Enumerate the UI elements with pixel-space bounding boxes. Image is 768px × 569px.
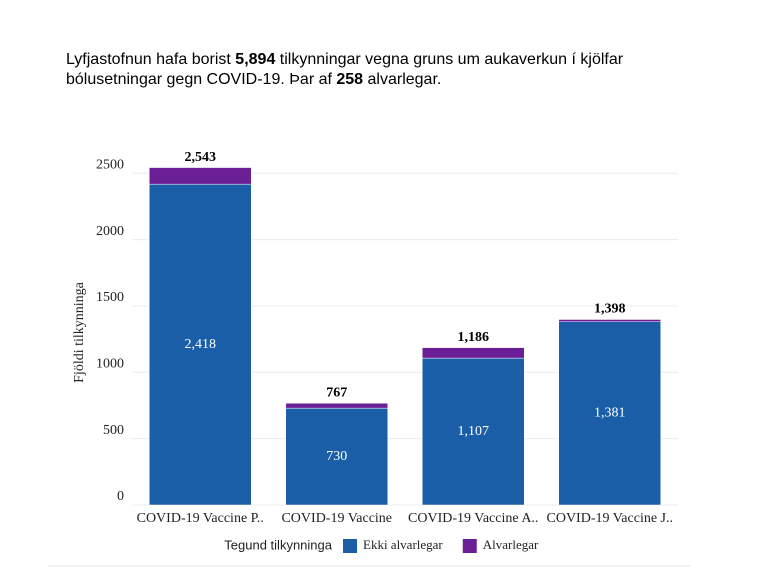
y-tick-label: 2000: [96, 224, 124, 239]
bar-segment: [558, 321, 661, 506]
total-label: 767: [326, 385, 347, 400]
bar-segment: [285, 407, 388, 506]
bar-segment: [149, 183, 252, 506]
title-part: 258: [336, 71, 364, 88]
legend-label: Ekki alvarlegar: [363, 537, 443, 552]
legend-swatch: [462, 539, 477, 553]
chart-title: Lyfjastofnun hafa borist 5,894 tilkynnin…: [66, 50, 706, 90]
x-tick-label: COVID-19 Vaccine A..: [408, 511, 538, 526]
title-part: alvarlegar.: [363, 71, 442, 88]
bar-segment: [149, 167, 252, 185]
legend-swatch: [343, 539, 357, 553]
title-part: tilkynningar vegna gruns um aukaverkun í…: [66, 51, 624, 88]
bar-segment: [422, 357, 525, 506]
bar-segment: [285, 402, 388, 409]
total-label: 1,398: [594, 302, 626, 317]
data-label: 730: [326, 449, 347, 464]
total-label: 1,186: [458, 330, 490, 345]
y-tick-label: 0: [117, 489, 124, 504]
y-axis-label: Fjöldi tilkynninga: [72, 281, 87, 383]
bar-segment: [422, 347, 525, 359]
data-label: 2,418: [185, 337, 217, 352]
y-tick-label: 1000: [96, 357, 124, 372]
y-tick-label: 2500: [96, 157, 124, 172]
x-tick-label: COVID-19 Vaccine: [281, 511, 392, 526]
data-label: 1,381: [594, 406, 626, 421]
x-tick-label: COVID-19 Vaccine J..: [547, 511, 674, 526]
y-tick-label: 1500: [96, 290, 124, 305]
title-part: Lyfjastofnun hafa borist: [66, 51, 236, 68]
legend-label: Alvarlegar: [483, 537, 539, 552]
bar-segment: [558, 319, 661, 323]
data-label: 1,107: [458, 424, 490, 439]
y-tick-label: 500: [103, 423, 124, 438]
total-label: 2,543: [185, 150, 217, 165]
legend-title: Tegund tilkynninga: [224, 537, 332, 552]
x-tick-label: COVID-19 Vaccine P..: [137, 511, 264, 526]
title-part: 5,894: [235, 51, 276, 68]
